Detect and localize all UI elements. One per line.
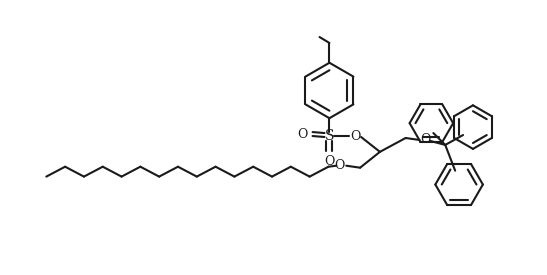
Text: S: S [325, 129, 334, 143]
Text: O: O [324, 155, 335, 168]
Text: O: O [420, 133, 430, 147]
Text: O: O [334, 159, 345, 172]
Text: O: O [298, 128, 308, 141]
Text: O: O [350, 130, 360, 142]
